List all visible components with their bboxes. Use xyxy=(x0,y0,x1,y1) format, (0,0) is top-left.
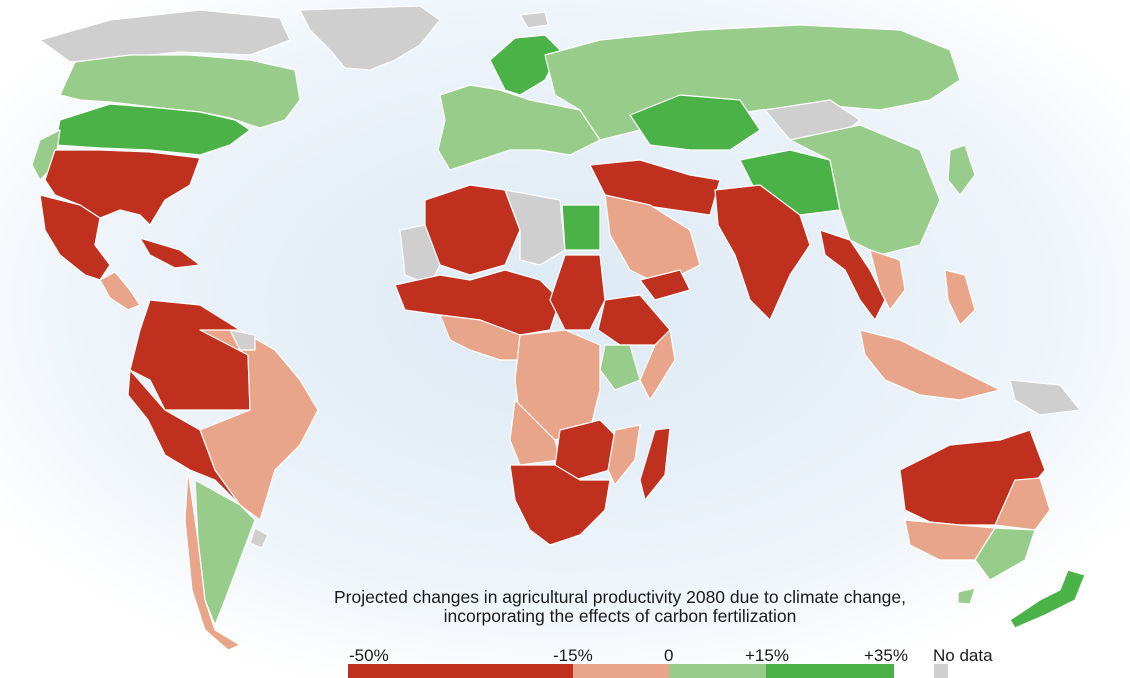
region-somalia xyxy=(639,329,676,401)
region-indochina xyxy=(869,249,906,311)
legend-label-zero: 0 xyxy=(664,646,674,665)
legend-swatch-moderate-gain xyxy=(669,664,766,678)
region-central-america xyxy=(99,271,141,311)
legend-swatch-moderate-loss xyxy=(573,664,669,678)
region-kazakhstan xyxy=(629,94,761,151)
region-west-africa-coast xyxy=(439,314,526,361)
region-mexico xyxy=(39,194,111,281)
region-new-zealand xyxy=(1009,569,1086,629)
region-guianas xyxy=(229,329,256,351)
region-tasmania xyxy=(957,587,976,605)
region-chile xyxy=(184,469,241,651)
legend-swatch-strong-loss xyxy=(348,664,573,678)
region-indonesia xyxy=(859,329,1001,401)
region-india xyxy=(714,184,811,321)
region-us-north xyxy=(54,103,251,156)
legend-label-minus-15: -15% xyxy=(553,646,593,665)
legend-label-plus-35: +35% xyxy=(864,646,908,665)
region-yemen xyxy=(639,269,691,301)
region-egypt xyxy=(561,204,601,251)
region-china-east xyxy=(789,124,941,256)
region-libya xyxy=(504,189,566,266)
region-caribbean xyxy=(139,237,201,269)
region-southern-africa xyxy=(509,464,611,546)
region-southeast-asia xyxy=(819,229,886,321)
region-venezuela-colombia xyxy=(129,299,251,411)
region-europe xyxy=(437,84,601,171)
region-uruguay xyxy=(249,527,269,549)
region-papua xyxy=(1009,379,1081,416)
region-sudan xyxy=(549,254,606,331)
region-us-south xyxy=(44,149,201,226)
region-kenya xyxy=(599,344,641,391)
region-svalbard xyxy=(519,11,549,29)
region-brazil xyxy=(199,329,319,521)
map-title: Projected changes in agricultural produc… xyxy=(333,587,906,626)
legend-label-plus-15: +15% xyxy=(745,646,789,665)
legend-label-minus-50: -50% xyxy=(349,646,389,665)
region-australia-queensland xyxy=(994,477,1051,531)
region-western-sahara xyxy=(399,224,441,286)
region-australia-southeast xyxy=(974,527,1036,581)
region-sahel xyxy=(394,269,561,336)
region-philippines xyxy=(944,269,976,326)
region-madagascar xyxy=(639,427,671,501)
legend-label-no-data: No data xyxy=(933,646,993,665)
legend-swatch-no-data xyxy=(934,664,948,678)
legend-swatch-strong-gain xyxy=(766,664,894,678)
region-greenland xyxy=(299,5,441,71)
region-japan xyxy=(947,144,976,196)
region-mozambique xyxy=(607,424,641,486)
region-canada xyxy=(59,54,301,129)
region-angola xyxy=(509,399,561,466)
